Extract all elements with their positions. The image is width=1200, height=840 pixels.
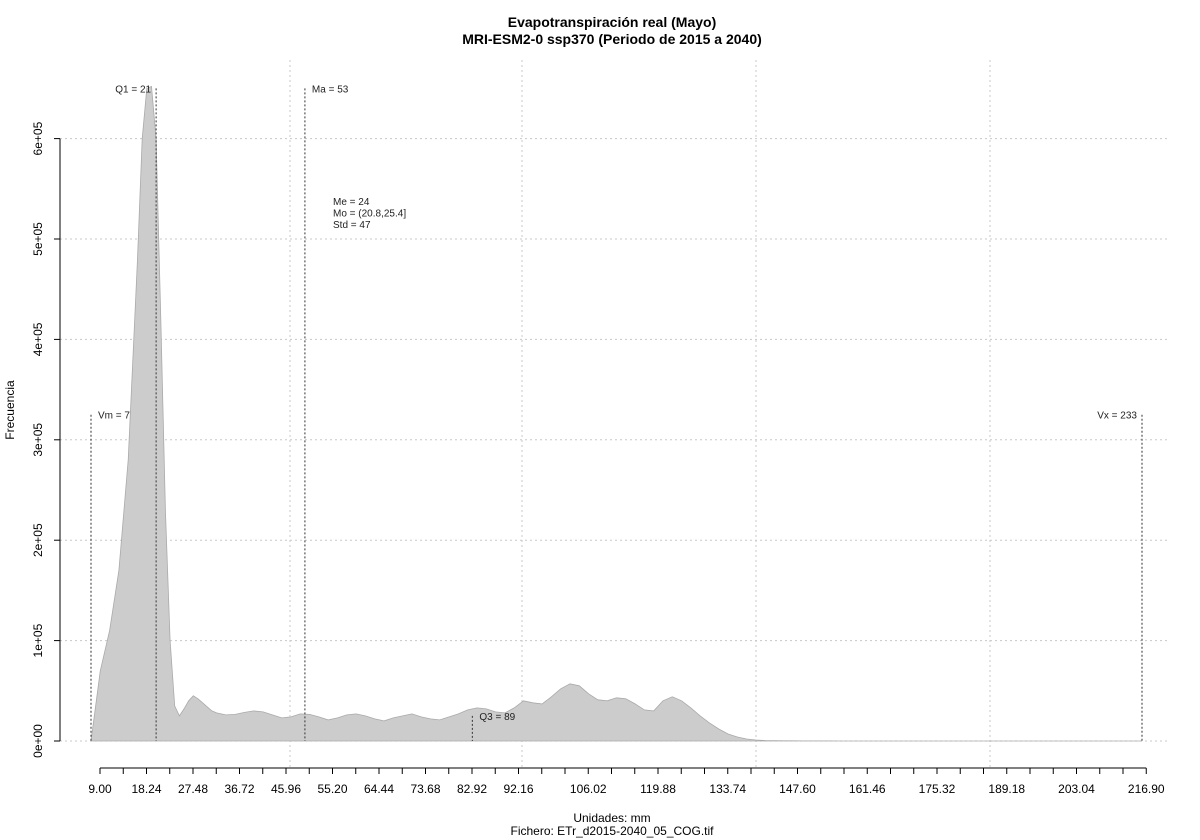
- x-tick-label: 203.04: [1058, 782, 1095, 796]
- chart-subtitle: MRI-ESM2-0 ssp370 (Periodo de 2015 a 204…: [462, 31, 762, 47]
- stat-label: Ma = 53: [312, 84, 349, 95]
- stat-lines: Vm = 7 Q1 = 21 Ma = 53 Q3 = 89 Vx = 233: [90, 84, 1143, 741]
- stat-label: Q1 = 21: [115, 84, 151, 95]
- stat-label: Q3 = 89: [479, 712, 515, 723]
- y-tick-label: 1e+05: [31, 623, 45, 657]
- y-tick-label: 0e+00: [31, 724, 45, 758]
- stats-line: Me = 24: [333, 197, 370, 208]
- y-tick-label: 4e+05: [31, 322, 45, 356]
- file-caption: Fichero: ETr_d2015-2040_05_COG.tif: [511, 824, 715, 838]
- grid: [60, 60, 1170, 768]
- x-tick-label: 55.20: [317, 782, 347, 796]
- y-tick-label: 2e+05: [31, 523, 45, 557]
- x-tick-label: 119.88: [640, 782, 676, 796]
- x-tick-label: 175.32: [919, 782, 956, 796]
- y-axis-label: Frecuencia: [3, 380, 17, 440]
- x-tick-label: 27.48: [178, 782, 208, 796]
- chart-title: Evapotranspiración real (Mayo): [508, 14, 717, 30]
- x-tick-label: 36.72: [224, 782, 254, 796]
- density-area-path: [90, 85, 1142, 742]
- stat-label: Vm = 7: [98, 411, 130, 422]
- x-tick-label: 45.96: [271, 782, 301, 796]
- stats-line: Mo = (20.8,25.4]: [333, 209, 406, 220]
- y-tick-label: 5e+05: [31, 222, 45, 256]
- y-axis: 0e+00 1e+05 2e+05 3e+05 4e+05 5e+05 6e+05: [31, 121, 61, 758]
- stats-line: Std = 47: [333, 220, 371, 231]
- x-axis: 9.00 18.24 27.48 36.72 45.96 55.20 64.44 73.68 8…: [88, 767, 1165, 796]
- x-tick-label: 106.02: [570, 782, 607, 796]
- x-tick-label: 64.44: [364, 782, 394, 796]
- x-tick-label: 216.90: [1128, 782, 1165, 796]
- x-tick-label: 82.92: [457, 782, 487, 796]
- x-tick-label: 133.74: [709, 782, 746, 796]
- x-tick-label: 161.46: [849, 782, 886, 796]
- y-tick-label: 3e+05: [31, 423, 45, 457]
- x-tick-label: 189.18: [988, 782, 1025, 796]
- x-tick-label: 73.68: [410, 782, 440, 796]
- x-axis-label: Unidades: mm: [573, 811, 650, 825]
- stat-label: Vx = 233: [1097, 411, 1137, 422]
- x-tick-label: 9.00: [88, 782, 112, 796]
- x-tick-label: 92.16: [503, 782, 533, 796]
- y-tick-label: 6e+05: [31, 121, 45, 155]
- density-area: [90, 85, 1142, 742]
- x-tick-label: 147.60: [779, 782, 816, 796]
- x-tick-label: 18.24: [131, 782, 161, 796]
